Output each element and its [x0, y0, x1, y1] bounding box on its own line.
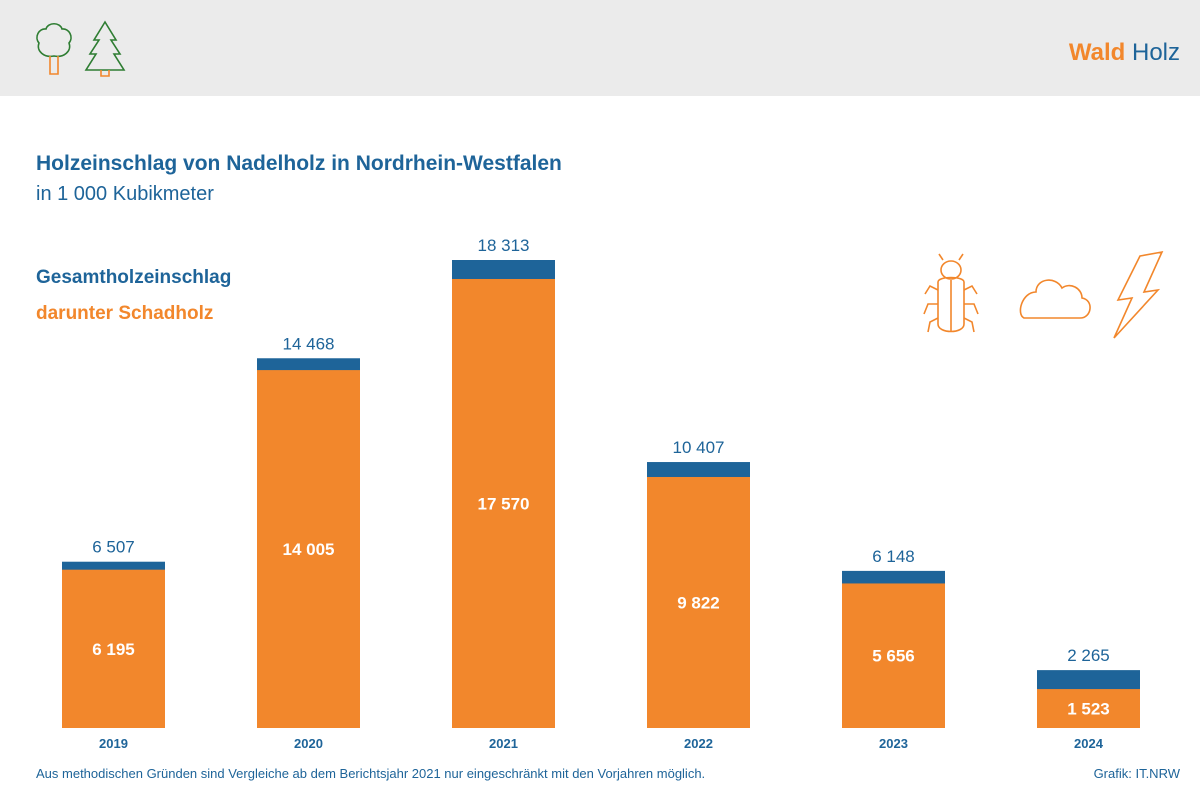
- bar-damage: [647, 476, 750, 728]
- data-label-damage: 5 656: [872, 647, 915, 666]
- data-label-total: 2 265: [1067, 646, 1110, 665]
- legend-total: Gesamtholzeinschlag: [36, 267, 232, 288]
- bark-beetle-icon: [923, 253, 979, 333]
- data-label-total: 14 468: [283, 334, 335, 353]
- data-label-damage: 1 523: [1067, 700, 1110, 719]
- x-tick-label: 2020: [294, 736, 323, 751]
- data-label-total: 6 148: [872, 547, 915, 566]
- brand-word-holz: Holz: [1131, 39, 1180, 66]
- data-label-total: 18 313: [478, 236, 530, 255]
- decorative-icons: [923, 250, 1164, 339]
- logo-icons: [36, 20, 126, 77]
- conifer-tree-icon: [84, 20, 126, 77]
- x-tick-label: 2021: [489, 736, 518, 751]
- brand-label: Wald Holz: [1069, 38, 1180, 68]
- chart-title: Holzeinschlag von Nadelholz in Nordrhein…: [36, 152, 562, 175]
- data-label-damage: 14 005: [283, 540, 335, 559]
- x-tick-label: 2024: [1074, 736, 1104, 751]
- cloud-icon: [1019, 279, 1091, 319]
- bar-damage: [842, 583, 945, 728]
- lightning-icon: [1113, 250, 1164, 339]
- footnote: Aus methodischen Gründen sind Vergleiche…: [36, 766, 706, 781]
- bar-damage: [62, 569, 165, 728]
- chart-subtitle: in 1 000 Kubikmeter: [36, 183, 214, 205]
- data-label-total: 6 507: [92, 538, 135, 557]
- x-tick-label: 2019: [99, 736, 128, 751]
- data-label-damage: 9 822: [677, 593, 720, 612]
- deciduous-tree-icon: [36, 22, 72, 75]
- legend-damage: darunter Schadholz: [36, 303, 214, 324]
- data-label-total: 10 407: [673, 438, 725, 457]
- bar-damage: [257, 370, 360, 728]
- x-tick-label: 2023: [879, 736, 908, 751]
- brand-word-wald: Wald: [1068, 39, 1126, 66]
- x-tick-label: 2022: [684, 736, 713, 751]
- data-label-damage: 17 570: [478, 494, 530, 513]
- data-label-damage: 6 195: [92, 640, 135, 659]
- bar-damage: [1037, 689, 1140, 728]
- source-label: Grafik: IT.NRW: [1093, 766, 1180, 781]
- header-bar: Wald Holz: [0, 0, 1200, 96]
- bar-damage: [452, 278, 555, 728]
